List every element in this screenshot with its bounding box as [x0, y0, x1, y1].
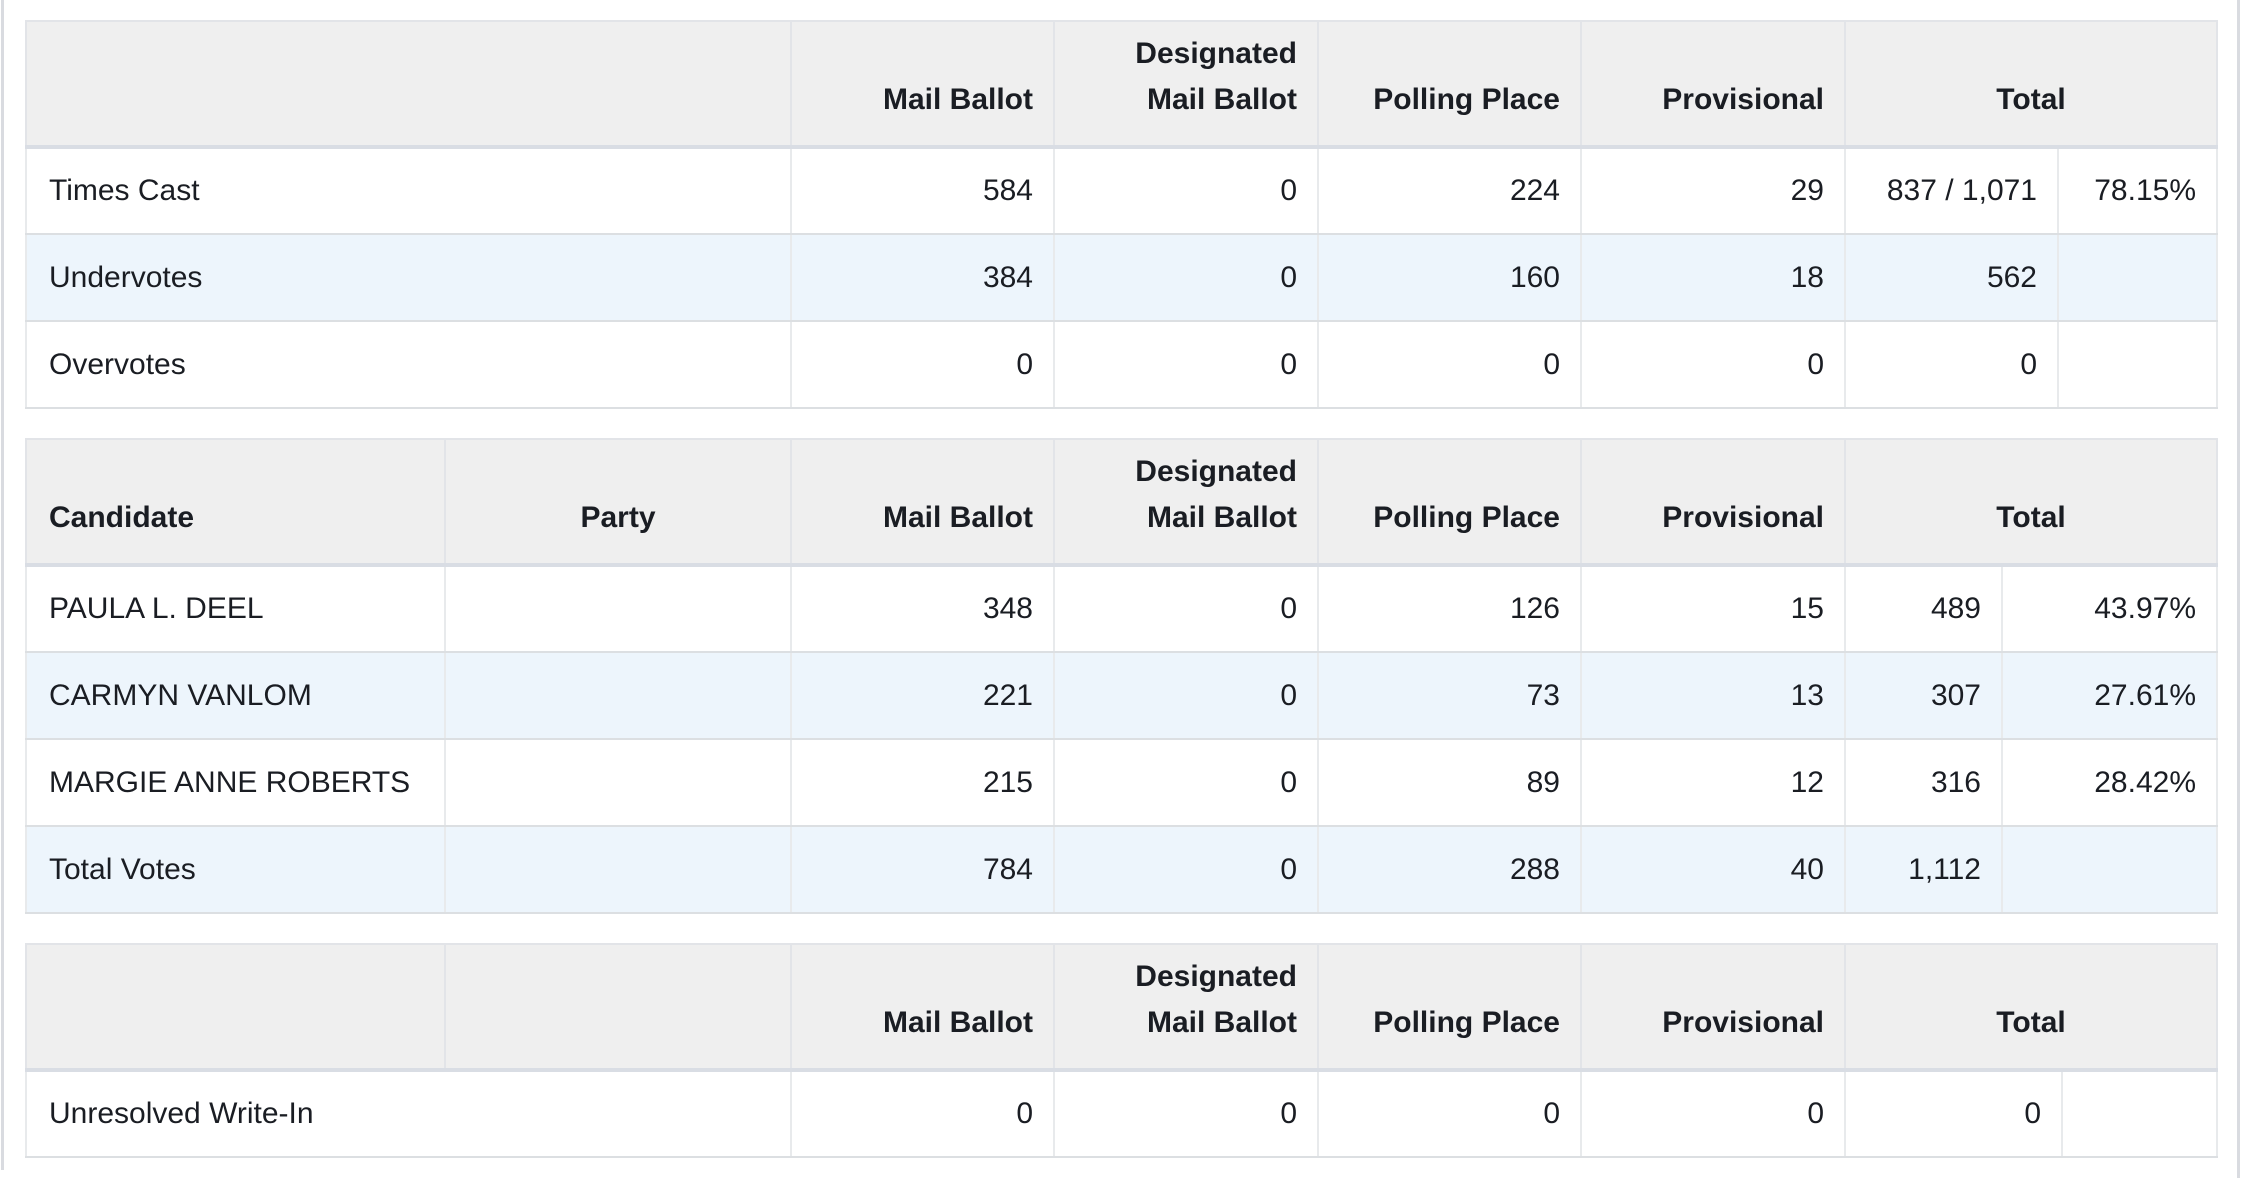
party-value — [444, 825, 792, 914]
results-tables: Mail Ballot Designated Mail Ballot Polli… — [25, 20, 2218, 1187]
header-total: Total — [1844, 20, 2218, 149]
write-in-table: Mail Ballot Designated Mail Ballot Polli… — [25, 943, 2218, 1158]
header-provisional: Provisional — [1580, 943, 1846, 1072]
total-percent: 78.15% — [2057, 146, 2218, 235]
candidate-name: PAULA L. DEEL — [25, 564, 446, 653]
row-label: Undervotes — [25, 233, 792, 322]
total-value: 489 — [1844, 564, 2003, 653]
header-provisional: Provisional — [1580, 20, 1846, 149]
total-percent: 43.97% — [2001, 564, 2218, 653]
designated-mail-ballot-value: 0 — [1053, 564, 1319, 653]
party-value — [444, 651, 792, 740]
mail-ballot-value: 0 — [790, 1069, 1055, 1158]
total-percent — [2057, 320, 2218, 409]
mail-ballot-value: 584 — [790, 146, 1055, 235]
designated-mail-ballot-value: 0 — [1053, 651, 1319, 740]
row-label: Total Votes — [25, 825, 446, 914]
designated-mail-ballot-value: 0 — [1053, 233, 1319, 322]
header-polling-place: Polling Place — [1317, 943, 1582, 1072]
table-row-unresolved-write-in: Unresolved Write-In 0 0 0 0 0 — [25, 1069, 2218, 1158]
provisional-value: 29 — [1580, 146, 1846, 235]
polling-place-value: 89 — [1317, 738, 1582, 827]
polling-place-value: 160 — [1317, 233, 1582, 322]
party-value — [444, 738, 792, 827]
mail-ballot-value: 221 — [790, 651, 1055, 740]
total-percent: 28.42% — [2001, 738, 2218, 827]
turnout-summary-table: Mail Ballot Designated Mail Ballot Polli… — [25, 20, 2218, 409]
header-row: Candidate Party Mail Ballot Designated M… — [25, 438, 2218, 567]
provisional-value: 18 — [1580, 233, 1846, 322]
total-percent — [2061, 1069, 2218, 1158]
header-mail-ballot: Mail Ballot — [790, 943, 1055, 1072]
designated-mail-ballot-value: 0 — [1053, 146, 1319, 235]
table-row-candidate: PAULA L. DEEL 348 0 126 15 489 43.97% — [25, 564, 2218, 653]
header-mail-ballot: Mail Ballot — [790, 20, 1055, 149]
polling-place-value: 0 — [1317, 1069, 1582, 1158]
party-value — [444, 564, 792, 653]
total-value: 562 — [1844, 233, 2059, 322]
header-party: Party — [444, 438, 792, 567]
header-empty — [25, 20, 792, 149]
mail-ballot-value: 348 — [790, 564, 1055, 653]
header-total: Total — [1844, 438, 2218, 567]
header-row: Mail Ballot Designated Mail Ballot Polli… — [25, 20, 2218, 149]
designated-mail-ballot-value: 0 — [1053, 320, 1319, 409]
header-polling-place: Polling Place — [1317, 438, 1582, 567]
mail-ballot-value: 215 — [790, 738, 1055, 827]
table-row-total-votes: Total Votes 784 0 288 40 1,112 — [25, 825, 2218, 914]
header-designated-mail-ballot: Designated Mail Ballot — [1053, 438, 1319, 567]
mail-ballot-value: 0 — [790, 320, 1055, 409]
row-label: Unresolved Write-In — [25, 1069, 792, 1158]
total-value: 0 — [1844, 1069, 2063, 1158]
total-value: 316 — [1844, 738, 2003, 827]
provisional-value: 12 — [1580, 738, 1846, 827]
header-provisional: Provisional — [1580, 438, 1846, 567]
header-total: Total — [1844, 943, 2218, 1072]
designated-mail-ballot-value: 0 — [1053, 1069, 1319, 1158]
total-percent — [2001, 825, 2218, 914]
header-polling-place: Polling Place — [1317, 20, 1582, 149]
candidate-name: CARMYN VANLOM — [25, 651, 446, 740]
row-label: Overvotes — [25, 320, 792, 409]
header-candidate: Candidate — [25, 438, 446, 567]
polling-place-value: 73 — [1317, 651, 1582, 740]
total-percent — [2057, 233, 2218, 322]
polling-place-value: 0 — [1317, 320, 1582, 409]
total-percent: 27.61% — [2001, 651, 2218, 740]
header-row: Mail Ballot Designated Mail Ballot Polli… — [25, 943, 2218, 1072]
table-row-candidate: CARMYN VANLOM 221 0 73 13 307 27.61% — [25, 651, 2218, 740]
mail-ballot-value: 384 — [790, 233, 1055, 322]
provisional-value: 15 — [1580, 564, 1846, 653]
header-mail-ballot: Mail Ballot — [790, 438, 1055, 567]
designated-mail-ballot-value: 0 — [1053, 825, 1319, 914]
table-row-times-cast: Times Cast 584 0 224 29 837 / 1,071 78.1… — [25, 146, 2218, 235]
candidate-results-table: Candidate Party Mail Ballot Designated M… — [25, 438, 2218, 914]
row-label: Times Cast — [25, 146, 792, 235]
candidate-name: MARGIE ANNE ROBERTS — [25, 738, 446, 827]
header-designated-mail-ballot: Designated Mail Ballot — [1053, 20, 1319, 149]
header-empty — [444, 943, 792, 1072]
total-value: 837 / 1,071 — [1844, 146, 2059, 235]
header-empty — [25, 943, 446, 1072]
mail-ballot-value: 784 — [790, 825, 1055, 914]
table-row-overvotes: Overvotes 0 0 0 0 0 — [25, 320, 2218, 409]
provisional-value: 0 — [1580, 1069, 1846, 1158]
provisional-value: 13 — [1580, 651, 1846, 740]
provisional-value: 40 — [1580, 825, 1846, 914]
designated-mail-ballot-value: 0 — [1053, 738, 1319, 827]
polling-place-value: 126 — [1317, 564, 1582, 653]
polling-place-value: 288 — [1317, 825, 1582, 914]
total-value: 1,112 — [1844, 825, 2003, 914]
page-right-border — [2237, 0, 2240, 1178]
table-row-candidate: MARGIE ANNE ROBERTS 215 0 89 12 316 28.4… — [25, 738, 2218, 827]
table-row-undervotes: Undervotes 384 0 160 18 562 — [25, 233, 2218, 322]
page-left-border — [1, 0, 4, 1170]
total-value: 0 — [1844, 320, 2059, 409]
provisional-value: 0 — [1580, 320, 1846, 409]
header-designated-mail-ballot: Designated Mail Ballot — [1053, 943, 1319, 1072]
total-value: 307 — [1844, 651, 2003, 740]
polling-place-value: 224 — [1317, 146, 1582, 235]
